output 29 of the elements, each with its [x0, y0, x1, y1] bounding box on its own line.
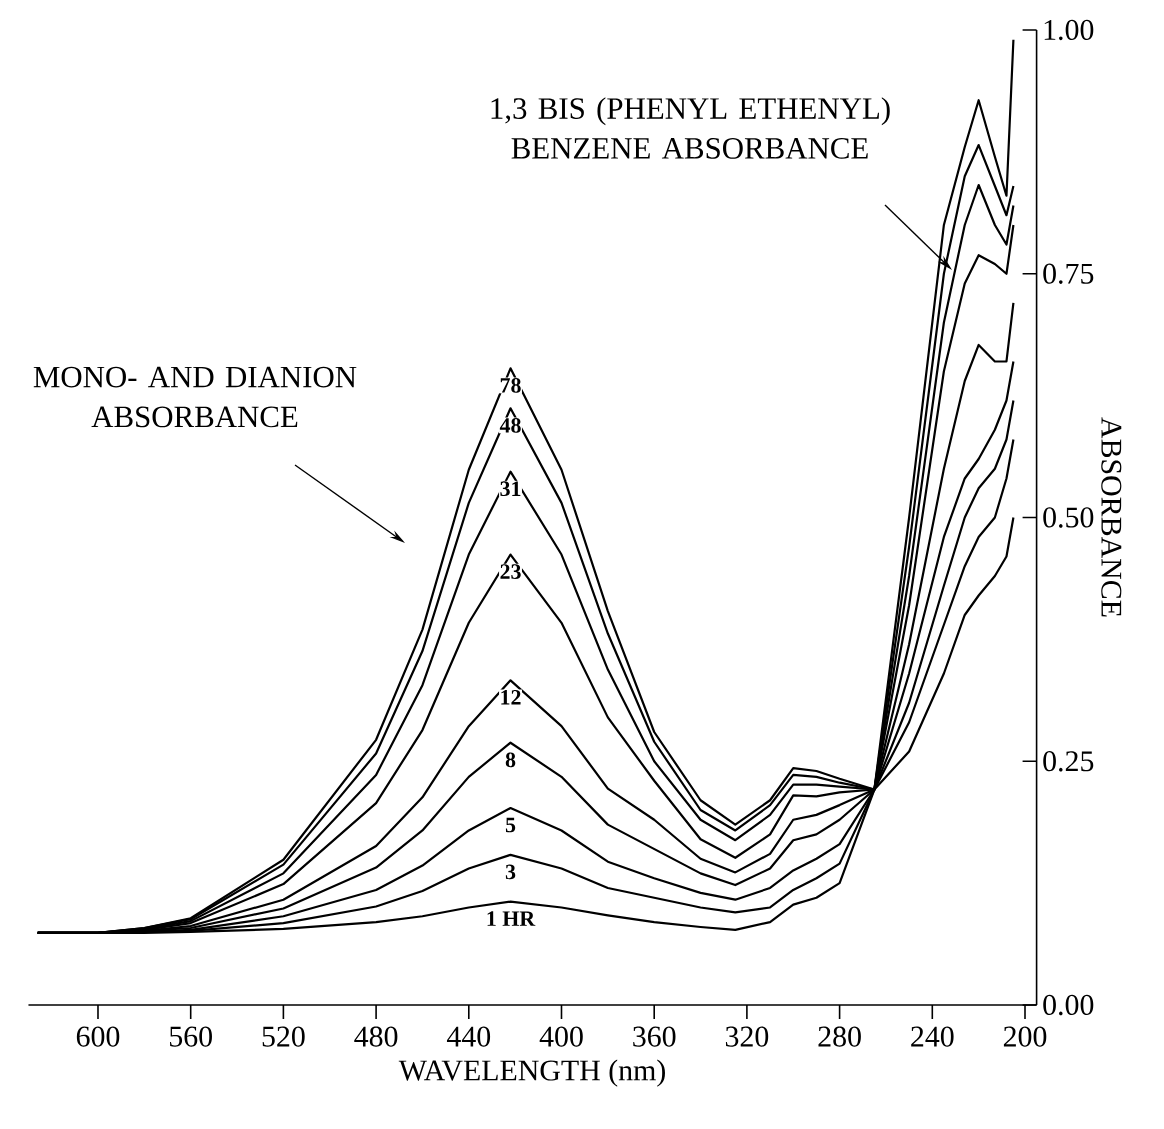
annotation: MONO- AND DIANION ABSORBANCE [33, 366, 357, 428]
x-tick-label: 520 [262, 1026, 305, 1047]
x-tick-label: 600 [76, 1026, 120, 1047]
series-label: 8 [505, 752, 516, 768]
series-label: 5 [505, 817, 516, 833]
x-tick-label: 280 [818, 1026, 861, 1047]
y-axis-title: ABSORBANCE [1101, 417, 1122, 617]
y-tick-label: 0.00 [1043, 994, 1094, 1016]
series-label: 78 [500, 378, 521, 393]
x-tick-label: 320 [725, 1026, 769, 1047]
x-tick-label: 200 [1003, 1026, 1047, 1047]
series-label: 23 [500, 564, 521, 579]
y-tick-label: 0.75 [1043, 263, 1094, 284]
annotation: 1,3 BIS (PHENYL ETHENYL) BENZENE ABSORBANCE [491, 97, 890, 159]
x-tick-label: 440 [446, 1026, 491, 1047]
x-tick-label: 560 [170, 1026, 212, 1047]
series-label: 3 [505, 864, 516, 880]
x-tick-label: 400 [539, 1026, 583, 1047]
x-tick-label: 240 [911, 1026, 954, 1047]
series-label: 48 [499, 417, 521, 433]
y-tick-label: 0.25 [1043, 751, 1094, 772]
y-tick-label: 0.50 [1043, 507, 1094, 528]
series-label: 12 [501, 690, 521, 705]
series-label: 1 HR [487, 911, 536, 926]
x-tick-label: 360 [633, 1026, 676, 1047]
x-tick-label: 480 [354, 1026, 398, 1047]
x-axis-title: WAVELENGTH (nm) [398, 1059, 665, 1087]
series-label: 31 [500, 481, 521, 497]
y-tick-label: 1.00 [1044, 19, 1094, 41]
